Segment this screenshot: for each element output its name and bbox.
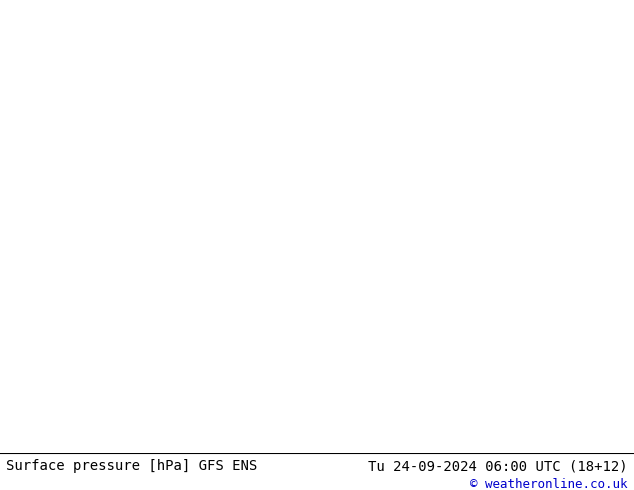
Text: Tu 24-09-2024 06:00 UTC (18+12): Tu 24-09-2024 06:00 UTC (18+12): [368, 459, 628, 473]
Text: Surface pressure [hPa] GFS ENS: Surface pressure [hPa] GFS ENS: [6, 459, 257, 473]
Text: © weatheronline.co.uk: © weatheronline.co.uk: [470, 478, 628, 490]
